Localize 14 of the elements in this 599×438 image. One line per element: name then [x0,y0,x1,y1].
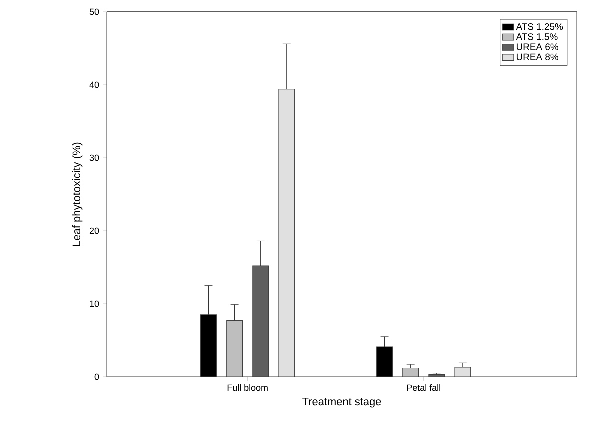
y-axis-title: Leaf phytotoxicity (%) [72,142,83,246]
x-tick-label: Full bloom [228,384,268,392]
y-tick-label: 20 [90,228,100,234]
legend-label: UREA 8% [516,54,559,60]
x-axis-title: Treatment stage [302,398,382,408]
y-tick-label: 0 [94,374,100,380]
y-tick-label: 40 [90,82,100,88]
legend-label: ATS 1.25% [516,23,564,30]
legend-label: ATS 1.5% [516,34,558,40]
legend-label: UREA 6% [516,44,559,50]
y-tick-label: 10 [90,300,100,308]
y-tick-label: 50 [90,8,100,16]
x-tick-label: Petal fall [407,384,440,392]
y-tick-label: 30 [90,154,100,162]
